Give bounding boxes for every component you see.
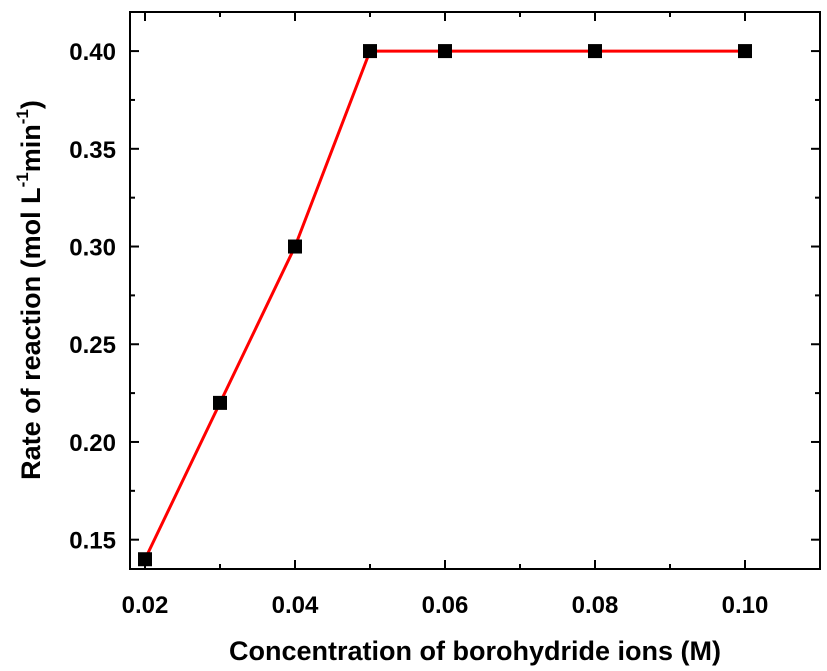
series-line bbox=[143, 49, 745, 560]
data-point-marker bbox=[213, 395, 227, 410]
y-tick-labels: 0.15 0.20 0.25 0.30 0.35 0.40 bbox=[69, 39, 116, 555]
x-tick-labels: 0.02 0.04 0.06 0.08 0.10 bbox=[122, 592, 769, 619]
y-axis-title-mid: min bbox=[16, 124, 46, 172]
x-tick-label: 0.04 bbox=[272, 592, 319, 619]
y-axis-title-sup2: -1 bbox=[13, 109, 32, 124]
data-series bbox=[138, 44, 752, 567]
axis-ticks bbox=[130, 12, 820, 569]
y-axis-title: Rate of reaction (mol L-1min-1) bbox=[13, 100, 46, 480]
x-tick-label: 0.06 bbox=[422, 592, 469, 619]
y-tick-label: 0.20 bbox=[69, 430, 116, 457]
x-tick-label: 0.08 bbox=[572, 592, 619, 619]
y-tick-label: 0.15 bbox=[69, 528, 116, 555]
data-point-marker bbox=[438, 44, 452, 59]
y-axis-title-main: Rate of reaction (mol L bbox=[16, 187, 46, 480]
plot-frame bbox=[129, 11, 821, 570]
y-tick-label: 0.30 bbox=[69, 235, 116, 262]
x-tick-label: 0.10 bbox=[722, 592, 769, 619]
y-tick-label: 0.40 bbox=[69, 39, 116, 66]
data-point-marker bbox=[738, 44, 752, 59]
data-point-marker bbox=[138, 552, 152, 567]
x-tick-label: 0.02 bbox=[122, 592, 169, 619]
y-axis-title-end: ) bbox=[16, 100, 46, 109]
y-tick-label: 0.25 bbox=[69, 332, 116, 359]
data-point-marker bbox=[588, 44, 602, 59]
x-axis-title: Concentration of borohydride ions (M) bbox=[229, 636, 721, 666]
data-point-marker bbox=[363, 44, 377, 59]
y-axis-title-sup1: -1 bbox=[13, 172, 32, 187]
data-point-marker bbox=[288, 239, 302, 254]
y-tick-label: 0.35 bbox=[69, 137, 116, 164]
